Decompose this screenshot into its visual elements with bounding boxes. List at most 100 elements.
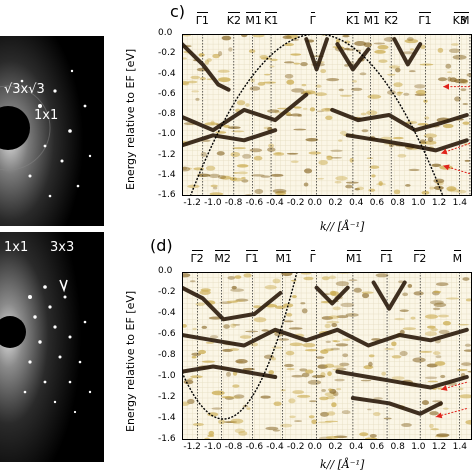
intensity-blob [217,69,230,73]
intensity-blob [418,350,433,353]
intensity-blob [371,174,376,178]
intensity-blob [270,58,278,62]
y-tick-label: -0.8 [158,350,176,360]
intensity-blob [349,157,354,163]
intensity-blob [460,88,467,92]
kpoint-label: K2 [384,12,399,27]
panel-d-letter: (d) [150,236,173,255]
intensity-blob [463,349,472,352]
intensity-blob [435,282,449,287]
intensity-blob [275,305,286,310]
intensity-blob [260,175,271,178]
intensity-blob [309,400,317,403]
intensity-blob [359,432,369,437]
intensity-blob [270,173,284,177]
intensity-blob [199,77,206,81]
kpoint-lines [202,34,471,196]
intensity-blob [373,411,381,417]
intensity-blob [208,430,215,436]
intensity-blob [182,324,187,328]
intensity-blob [188,377,193,381]
band-features [182,37,469,153]
intensity-blob [325,115,333,120]
intensity-blob [336,387,342,391]
intensity-blob [407,283,413,288]
intensity-blob [354,187,360,191]
intensity-blob [239,335,252,339]
intensity-blob [321,389,326,392]
intensity-blob [182,80,189,86]
intensity-blob [438,329,450,335]
band-line [392,37,423,67]
intensity-blob [325,435,339,439]
panel-c-plot [182,34,472,196]
intensity-blob [311,419,317,425]
intensity-blob [230,151,241,158]
intensity-blob [405,121,418,124]
intensity-blob [307,379,322,385]
intensity-blob [303,168,313,174]
intensity-blob [344,47,350,51]
intensity-blob [293,62,301,65]
intensity-blob [211,390,225,396]
intensity-blob [436,433,450,437]
intensity-blob [205,341,215,344]
intensity-blob [228,47,233,52]
intensity-blob [368,361,373,367]
band-line [304,37,329,72]
y-tick-label: -0.6 [158,329,176,339]
intensity-blob [291,279,297,282]
band-line [182,42,231,92]
intensity-blob [272,188,287,194]
band-line [371,280,407,311]
intensity-blob [391,376,405,381]
intensity-blob [293,128,307,131]
intensity-blob [231,395,241,399]
intensity-blob [331,323,338,328]
x-tick-label: -1.2 [183,442,201,452]
intensity-blob [374,49,386,54]
intensity-blob [187,398,195,405]
intensity-blob [384,348,395,350]
intensity-blob [423,133,437,139]
intensity-blob [368,188,376,192]
intensity-blob [383,37,396,42]
intensity-blob [191,352,202,356]
intensity-blob [290,160,299,163]
intensity-blob [200,151,207,157]
x-tick-label: -0.4 [266,442,284,452]
intensity-blob [280,389,286,392]
intensity-blob [425,314,439,319]
intensity-blob [332,340,338,342]
intensity-blob [304,349,318,352]
red-arrows [440,83,471,175]
intensity-blob [405,184,411,187]
intensity-blob [183,379,194,385]
y-tick-label: -0.4 [158,68,176,79]
intensity-blob [361,291,374,294]
intensity-blob [427,137,434,143]
intensity-blob [433,351,441,356]
intensity-blob [445,63,452,69]
leed-bottom-image [0,232,104,462]
intensity-blob [445,297,460,300]
intensity-blob [359,72,367,76]
intensity-blob [454,78,468,84]
intensity-blob [366,110,378,116]
intensity-blob [291,294,297,299]
x-tick-label: -0.4 [266,198,284,208]
intensity-blob [437,77,448,82]
intensity-blob [230,418,244,424]
intensity-blob [399,329,405,335]
x-tick-label: 0.4 [349,442,364,452]
intensity-blob [360,379,372,382]
kpoint-label: M1 [275,250,292,265]
intensity-blob [332,306,341,311]
intensity-blob [303,276,314,281]
intensity-blob [343,40,351,44]
intensity-blob [335,343,349,347]
intensity-blob [328,388,333,391]
kpoint-label: K3 [452,12,467,27]
intensity-blob [315,356,325,359]
intensity-blob [277,338,290,341]
